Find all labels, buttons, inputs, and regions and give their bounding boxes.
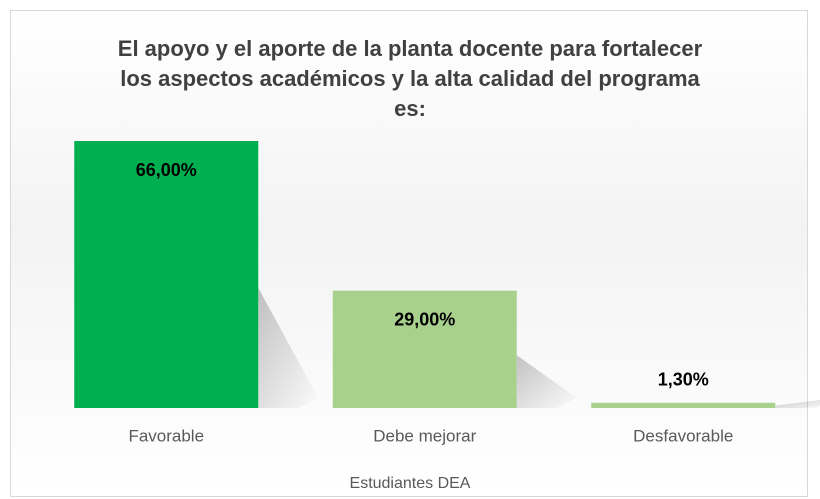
bar-shadow: [258, 287, 319, 408]
data-label: 1,30%: [658, 369, 709, 389]
bar-shadow: [516, 355, 577, 408]
bar: [74, 141, 259, 408]
data-label: 66,00%: [136, 160, 197, 180]
x-tick-label: Desfavorable: [633, 426, 733, 445]
x-tick-label: Favorable: [128, 426, 204, 445]
x-tick-label: Debe mejorar: [373, 426, 476, 445]
bar: [591, 402, 776, 408]
bar: [332, 290, 517, 408]
data-label: 29,00%: [394, 309, 455, 329]
x-axis-title: Estudiantes DEA: [350, 475, 471, 492]
chart-title: El apoyo y el aporte de la planta docent…: [117, 36, 703, 121]
bar-shadow: [775, 399, 820, 408]
